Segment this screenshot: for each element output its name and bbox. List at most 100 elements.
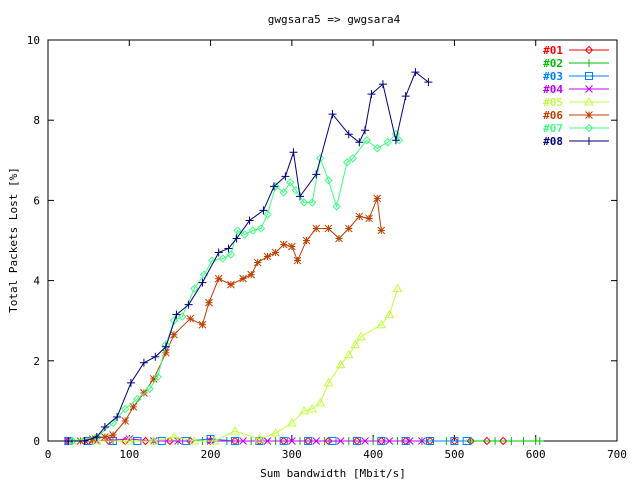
data-point-diamond — [271, 182, 280, 191]
data-point-diamond — [307, 198, 317, 207]
plot-border — [47, 39, 618, 442]
data-point-diamond — [121, 404, 130, 414]
x-tick-label: 200 — [201, 448, 221, 461]
data-point-plus — [92, 432, 101, 441]
data-point-diamond — [145, 384, 154, 394]
data-point-square — [450, 437, 459, 445]
data-point-asterisk — [198, 320, 207, 329]
x-tick-label: 0 — [45, 448, 52, 461]
data-point-diamond — [199, 270, 209, 279]
data-point-x — [239, 437, 247, 445]
data-point-asterisk — [88, 435, 97, 443]
data-point-plus — [151, 352, 160, 361]
data-point-asterisk — [312, 224, 321, 233]
data-point-asterisk — [293, 256, 302, 265]
data-point-plus — [401, 92, 410, 101]
data-point-plus — [172, 310, 181, 319]
data-point-plus — [391, 136, 400, 145]
data-point-plus — [64, 437, 73, 445]
data-point-diamond — [153, 372, 162, 382]
data-point-plus — [224, 244, 233, 253]
data-point-triangle — [343, 349, 354, 359]
data-point-asterisk — [205, 298, 213, 307]
data-point-triangle — [376, 319, 387, 329]
data-point-triangle — [307, 403, 318, 413]
series-layer — [64, 68, 544, 446]
data-point-triangle — [169, 431, 179, 441]
series-04 — [64, 435, 426, 445]
data-point-asterisk — [355, 212, 364, 221]
series-06 — [76, 194, 386, 445]
data-point-plus — [80, 437, 89, 445]
y-tick-label: 2 — [33, 355, 40, 368]
data-point-triangle — [270, 427, 281, 437]
data-point-plus — [198, 278, 207, 287]
x-tick-label: 400 — [363, 448, 383, 461]
data-point-plus — [161, 342, 170, 351]
legend-label: #04 — [543, 83, 563, 96]
data-point-diamond — [190, 284, 199, 293]
data-point-triangle — [230, 425, 240, 435]
data-point-diamond — [286, 178, 295, 187]
y-tick-label: 6 — [33, 194, 40, 207]
data-point-diamond — [299, 198, 309, 207]
data-point-plus — [344, 130, 353, 139]
legend-label: #08 — [543, 135, 563, 148]
data-point-square — [585, 72, 593, 80]
data-point-triangle — [189, 435, 200, 445]
data-point-plus — [491, 437, 500, 445]
data-point-asterisk — [271, 248, 280, 257]
legend-entry: #06 — [543, 109, 609, 122]
data-point-asterisk — [149, 374, 158, 383]
data-point-diamond — [256, 224, 266, 233]
legend-entry: #01 — [543, 44, 609, 57]
data-point-diamond — [240, 230, 249, 239]
data-point-plus — [281, 172, 290, 181]
data-point-diamond — [482, 436, 492, 446]
data-point-diamond — [169, 316, 179, 325]
data-point-x — [585, 85, 593, 93]
data-point-plus — [184, 300, 193, 309]
series-08 — [64, 68, 433, 445]
data-point-diamond — [498, 436, 508, 446]
plot-frame — [47, 39, 618, 442]
data-point-diamond — [394, 136, 404, 145]
data-point-diamond — [248, 226, 258, 235]
data-point-plus — [328, 110, 337, 119]
data-point-plus — [519, 437, 528, 445]
data-point-triangle — [315, 397, 326, 407]
data-point-plus — [361, 126, 370, 135]
data-point-plus — [139, 358, 148, 367]
data-point-asterisk — [263, 252, 272, 261]
data-point-asterisk — [335, 234, 343, 243]
data-point-triangle — [209, 435, 220, 445]
data-point-triangle — [356, 331, 366, 341]
legend-entry: #07 — [543, 122, 609, 135]
x-tick-label: 700 — [607, 448, 627, 461]
data-point-plus — [289, 148, 298, 157]
data-point-x — [361, 437, 369, 445]
data-point-diamond — [362, 136, 371, 145]
y-tick-label: 0 — [33, 435, 40, 448]
data-point-plus — [113, 412, 122, 421]
series-07 — [68, 130, 404, 446]
data-point-plus — [259, 206, 268, 215]
data-point-square — [462, 437, 471, 445]
y-tick-label: 4 — [33, 275, 40, 288]
data-point-asterisk — [344, 224, 353, 233]
data-point-asterisk — [227, 280, 235, 289]
data-point-asterisk — [377, 226, 386, 235]
data-point-triangle — [148, 435, 159, 445]
y-tick-label: 8 — [33, 114, 40, 127]
legend-entry: #08 — [543, 135, 609, 148]
data-point-plus — [269, 182, 278, 191]
data-point-diamond — [218, 254, 227, 263]
series-line — [72, 133, 400, 442]
data-point-asterisk — [186, 314, 195, 323]
data-point-diamond — [279, 188, 288, 197]
data-point-asterisk — [279, 240, 288, 249]
x-tick-label: 600 — [526, 448, 546, 461]
data-point-diamond — [133, 394, 142, 404]
data-point-diamond — [584, 123, 594, 133]
